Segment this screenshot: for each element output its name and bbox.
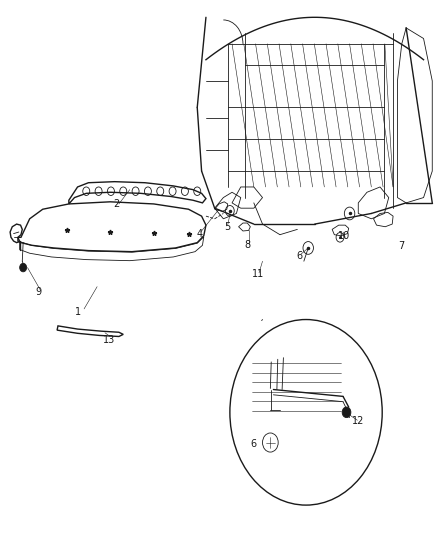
Circle shape [342,407,351,418]
Text: 6: 6 [250,439,256,449]
Text: 10: 10 [338,231,350,241]
Text: 13: 13 [103,335,116,345]
Text: 2: 2 [113,199,120,209]
Text: 7: 7 [399,241,405,252]
Text: 12: 12 [352,416,364,426]
Text: 1: 1 [74,306,81,317]
Circle shape [20,263,27,272]
Text: 8: 8 [244,240,251,251]
Text: 4: 4 [196,229,202,239]
Text: 5: 5 [224,222,230,232]
Text: 9: 9 [35,287,42,297]
Text: 11: 11 [252,270,264,279]
Text: 6: 6 [297,251,303,261]
